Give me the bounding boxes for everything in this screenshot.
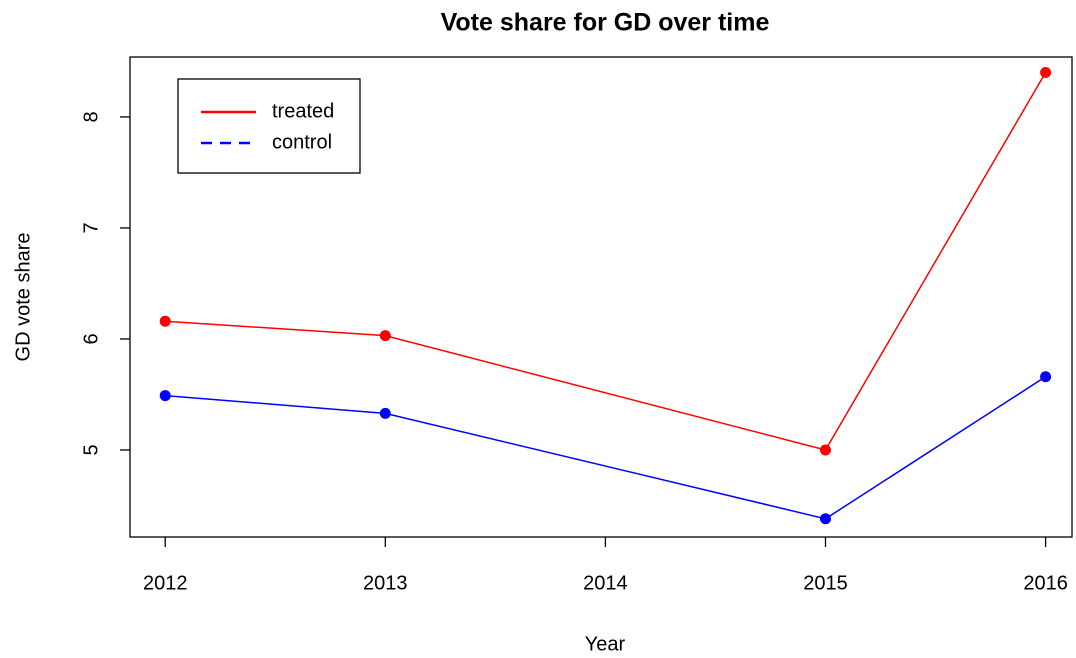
y-tick-label: 7 <box>80 222 102 233</box>
data-point <box>159 390 171 402</box>
chart-title: Vote share for GD over time <box>441 9 770 37</box>
x-axis-title: Year <box>585 633 626 655</box>
data-point <box>819 513 831 525</box>
legend-label: treated <box>272 100 334 122</box>
data-point <box>1040 371 1052 383</box>
x-tick-label: 2014 <box>583 572 628 594</box>
x-tick-label: 2012 <box>143 572 188 594</box>
y-tick-label: 8 <box>80 111 102 122</box>
data-point <box>159 315 171 327</box>
x-tick-label: 2015 <box>803 572 848 594</box>
series-line <box>165 376 1046 520</box>
x-tick-label: 2013 <box>363 572 408 594</box>
legend-box <box>177 78 361 174</box>
data-point <box>819 444 831 456</box>
x-tick-label: 2016 <box>1023 572 1068 594</box>
y-axis-title: GD vote share <box>12 233 34 362</box>
legend-label: control <box>272 131 332 153</box>
data-point <box>379 407 391 419</box>
y-tick-label: 5 <box>80 444 102 455</box>
data-point <box>1040 67 1052 79</box>
data-point <box>379 330 391 342</box>
series-line <box>165 72 1047 451</box>
y-tick-label: 6 <box>80 333 102 344</box>
